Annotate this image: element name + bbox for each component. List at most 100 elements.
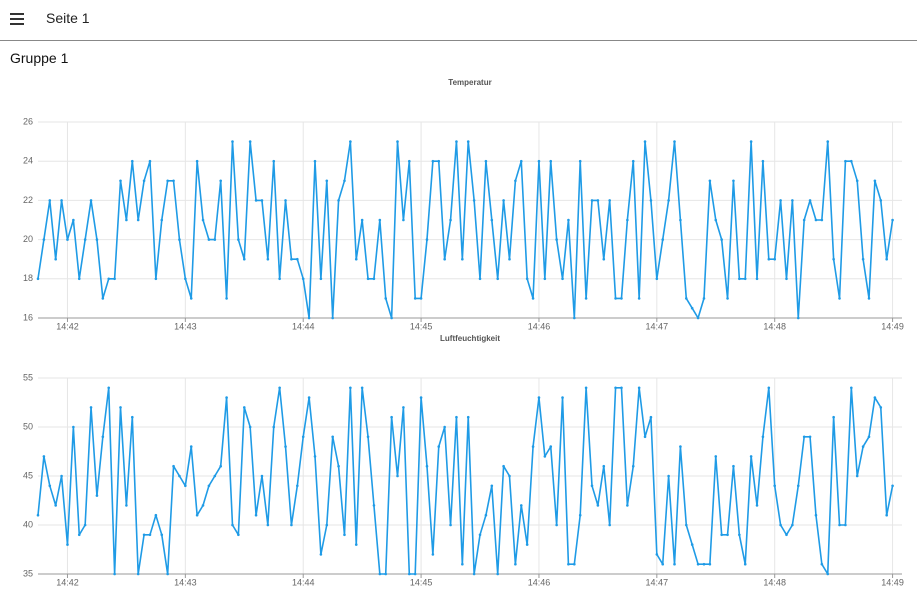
data-point [850, 386, 853, 390]
data-point [690, 543, 694, 546]
data-point [661, 562, 665, 566]
data-point [201, 218, 205, 222]
data-point [396, 140, 399, 143]
data-point [48, 484, 52, 488]
data-point [419, 297, 423, 300]
x-tick-label: 14:45 [410, 577, 433, 587]
x-tick-label: 14:49 [881, 321, 904, 331]
data-point [343, 533, 346, 537]
page-title: Seite 1 [46, 10, 90, 26]
data-point [514, 179, 517, 183]
y-tick-label: 22 [23, 195, 33, 205]
data-point [472, 199, 476, 202]
data-point [390, 316, 393, 320]
x-tick-label: 14:47 [646, 321, 669, 331]
data-point [366, 277, 370, 281]
data-point [679, 445, 682, 448]
data-point [266, 523, 270, 527]
data-point [402, 218, 405, 222]
data-point [567, 562, 570, 566]
data-point [631, 464, 635, 468]
data-point [844, 159, 847, 163]
x-tick-label: 14:43 [174, 321, 197, 331]
data-point [514, 562, 517, 566]
data-point [614, 297, 617, 300]
data-point [814, 513, 818, 517]
data-point [531, 445, 535, 448]
data-point [519, 159, 523, 163]
data-point [738, 533, 741, 537]
data-point [136, 218, 140, 222]
data-point [254, 199, 258, 202]
data-point [89, 406, 93, 409]
data-point [738, 277, 741, 281]
data-point [325, 179, 329, 183]
data-point [349, 386, 352, 390]
data-point [466, 415, 470, 419]
data-point [826, 572, 830, 576]
data-point [561, 396, 564, 399]
data-point [620, 386, 623, 390]
data-point [508, 474, 511, 478]
data-point [307, 316, 311, 320]
data-point [319, 277, 323, 281]
data-point [455, 415, 458, 419]
data-point [855, 179, 859, 183]
data-point [207, 484, 211, 488]
data-point [543, 455, 547, 458]
data-point [154, 513, 158, 517]
data-point [478, 533, 482, 537]
data-point [590, 199, 594, 202]
data-point [125, 218, 128, 222]
data-point [219, 179, 223, 183]
data-point [360, 386, 364, 390]
data-point [643, 435, 647, 439]
data-point [231, 523, 234, 527]
data-point [773, 257, 776, 261]
data-point [873, 396, 877, 399]
data-point [307, 396, 311, 399]
data-point [325, 523, 329, 527]
data-point [578, 513, 582, 517]
data-point [519, 504, 523, 507]
y-tick-label: 45 [23, 470, 33, 480]
data-point [166, 179, 169, 183]
data-point [673, 562, 676, 566]
data-point [796, 484, 800, 488]
data-point [189, 445, 193, 448]
data-point [113, 277, 116, 281]
x-tick-label: 14:43 [174, 577, 197, 587]
data-point [431, 553, 435, 556]
data-point [443, 425, 446, 429]
data-point [844, 523, 847, 527]
data-point [755, 504, 759, 507]
menu-button[interactable] [10, 13, 24, 25]
data-point [537, 396, 541, 399]
data-point [614, 386, 617, 390]
data-point [296, 257, 299, 261]
data-point [726, 533, 729, 537]
data-point [290, 523, 293, 527]
data-point [655, 277, 659, 281]
data-point [690, 306, 694, 310]
data-point [531, 297, 535, 300]
data-point [195, 513, 199, 517]
data-point [673, 140, 676, 143]
data-point [714, 455, 718, 458]
data-point [113, 572, 116, 576]
data-point [785, 533, 788, 537]
data-point [148, 159, 152, 163]
data-point [555, 238, 558, 241]
data-point [372, 504, 376, 507]
data-point [95, 238, 99, 241]
data-point [590, 484, 594, 488]
y-tick-label: 20 [23, 234, 33, 244]
data-point [366, 435, 370, 439]
data-point [867, 297, 871, 300]
data-point [384, 572, 388, 576]
data-point [726, 297, 729, 300]
data-point [549, 445, 553, 448]
group-title: Gruppe 1 [10, 50, 69, 66]
data-point [508, 257, 511, 261]
